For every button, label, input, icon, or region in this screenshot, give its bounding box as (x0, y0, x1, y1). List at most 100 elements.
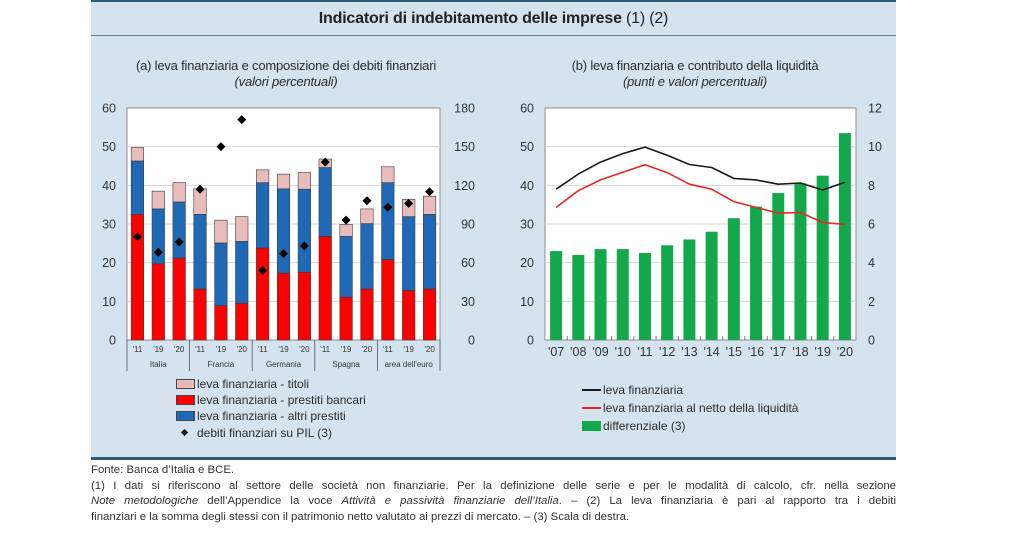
y-left-tick-label: 60 (102, 102, 116, 116)
footnote-line-2: Note metodologiche dell’Appendice la voc… (91, 494, 896, 510)
footnote-segment: dell’Appendice la voce (198, 495, 342, 508)
y-right-tick-label: 0 (868, 334, 875, 348)
diamond-marker-debiti-pil (195, 184, 205, 194)
line-leva-finanziaria-al-netto-della-liquidit- (555, 164, 845, 226)
y-left-tick-label: 0 (109, 334, 116, 348)
legend-label: leva finanziaria - altri prestiti (197, 409, 346, 423)
diamond-marker-debiti-pil (153, 247, 163, 257)
figure-title: Indicatori di indebitamento delle impres… (319, 10, 669, 27)
y-left-tick-label: 20 (520, 256, 534, 270)
diamond-marker-debiti-pil (132, 232, 142, 242)
x-year-label: '20 (299, 345, 310, 354)
y-right-tick-label: 90 (461, 218, 475, 232)
diamond-marker-debiti-pil (237, 115, 247, 125)
legend-a: leva finanziaria - titoli leva finanziar… (176, 376, 436, 442)
bar-leva-finanziaria-titoli (235, 216, 249, 242)
bar-differenziale (683, 239, 696, 340)
x-year-label: '08 (570, 345, 586, 359)
x-year-label: '20 (424, 345, 435, 354)
title-band: Indicatori di indebitamento delle impres… (91, 2, 896, 36)
bar-differenziale (638, 253, 651, 340)
x-year-label: '19 (815, 345, 831, 359)
x-year-label: '11 (195, 345, 205, 354)
bar-leva-finanziaria-titoli (381, 166, 395, 183)
x-year-label: '09 (592, 345, 608, 359)
legend-b: leva finanziaria leva finanziaria al net… (582, 382, 852, 436)
panel-b-heading: (b) leva finanziaria e contributo della … (485, 58, 905, 89)
bar-leva-finanziaria-titoli (256, 169, 270, 183)
bar-differenziale (572, 254, 585, 340)
y-right-tick-label: 120 (454, 179, 475, 193)
bar-differenziale (794, 183, 807, 340)
bar-differenziale (661, 245, 674, 340)
x-year-label: '14 (703, 345, 719, 359)
footnote-segment: Attività e passività finanziarie dell’It… (341, 495, 559, 508)
x-year-label: '19 (403, 345, 414, 354)
diamond-marker-debiti-pil (320, 157, 330, 167)
x-group-label: Spagna (332, 360, 360, 369)
x-year-label: '12 (659, 345, 675, 359)
x-year-label: '19 (341, 345, 352, 354)
diamond-marker-debiti-pil (258, 265, 268, 275)
diamond-marker-debiti-pil (362, 196, 372, 206)
bar-leva-finanziaria-titoli (151, 190, 165, 210)
y-left-tick-label: 0 (527, 334, 534, 348)
legend-line-leva (582, 389, 601, 391)
panel-b-subtitle: (punti e valori percentuali) (623, 73, 767, 89)
y-right-tick-label: 4 (868, 256, 875, 270)
y-left-tick-label: 60 (520, 102, 534, 116)
bar-leva-finanziaria-titoli (276, 173, 291, 190)
y-left-tick-label: 50 (520, 140, 534, 154)
x-year-label: '20 (174, 345, 185, 354)
footnote-segment: Note metodologiche (91, 495, 199, 508)
x-group-label: Germania (266, 360, 302, 369)
y-left-tick-label: 50 (102, 140, 116, 154)
y-left-tick-label: 20 (102, 256, 116, 270)
legend-label: differenziale (3) (603, 419, 686, 433)
panel-a-heading: (a) leva finanziaria e composizione dei … (76, 58, 496, 89)
legend-swatch-titoli (176, 379, 195, 389)
legend-swatch-differenziale (582, 421, 601, 431)
bar-leva-finanziaria-titoli (360, 208, 374, 224)
bar-differenziale (816, 175, 829, 340)
x-year-label: '15 (726, 345, 742, 359)
legend-line-leva-netto (582, 407, 601, 409)
x-year-label: '20 (237, 345, 248, 354)
footnote-line-1: (1) I dati si riferiscono al settore del… (91, 479, 896, 492)
legend-label: leva finanziaria - titoli (197, 377, 310, 391)
y-left-tick-label: 10 (102, 295, 116, 309)
diamond-marker-debiti-pil (425, 187, 435, 197)
bar-differenziale (594, 249, 607, 340)
x-year-label: '11 (383, 345, 393, 354)
y-right-tick-label: 8 (868, 179, 875, 193)
footnote-line-3: finanziari e la somma degli stessi con i… (91, 510, 630, 523)
bar-differenziale (838, 133, 851, 340)
bar-leva-finanziaria-titoli (297, 172, 311, 190)
x-year-label: '16 (748, 345, 764, 359)
bar-differenziale (772, 193, 785, 340)
footnotes: Fonte: Banca d’Italia e BCE. (1) I dati … (91, 463, 896, 525)
panel-b-title: (b) leva finanziaria e contributo della … (571, 58, 819, 73)
diamond-marker-debiti-pil (174, 237, 184, 247)
bar-differenziale (616, 249, 629, 340)
y-right-tick-label: 0 (468, 334, 475, 348)
x-year-label: '11 (320, 345, 330, 354)
x-year-label: '10 (615, 345, 631, 359)
footnote-segment: . – (2) La leva finanziaria è pari al ra… (558, 495, 896, 508)
legend-label: leva finanziaria al netto della liquidit… (603, 401, 799, 415)
y-right-tick-label: 150 (454, 140, 475, 154)
bar-leva-finanziaria-titoli (172, 182, 186, 203)
y-right-tick-label: 60 (461, 256, 475, 270)
y-left-tick-label: 40 (102, 179, 116, 193)
y-left-tick-label: 10 (520, 295, 534, 309)
legend-swatch-prestiti-bancari (176, 395, 195, 405)
x-group-label: Francia (208, 360, 235, 369)
legend-swatch-altri-prestiti (176, 411, 195, 421)
x-year-label: '19 (153, 345, 164, 354)
diamond-marker-debiti-pil (299, 241, 309, 251)
legend-label: debiti finanziari su PIL (3) (197, 426, 332, 440)
diamond-marker-debiti-pil (216, 142, 226, 152)
